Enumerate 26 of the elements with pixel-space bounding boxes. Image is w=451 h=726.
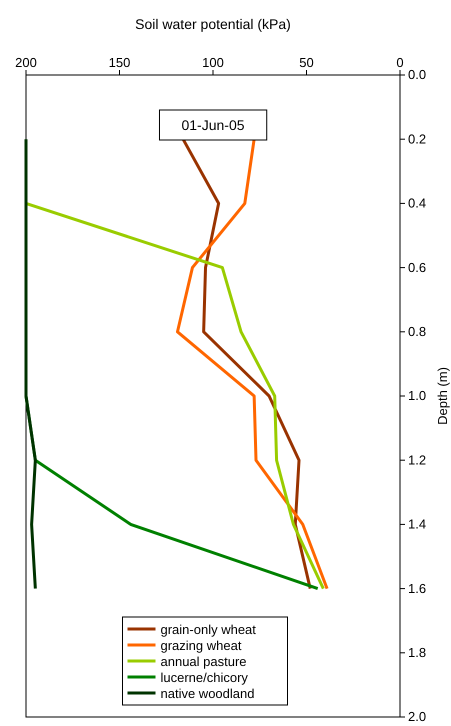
- y-tick-label: 0.4: [408, 196, 426, 211]
- y-tick-label: 1.2: [408, 452, 426, 468]
- legend-label: annual pasture: [160, 654, 247, 669]
- legend-label: lucerne/chicory: [160, 670, 248, 685]
- legend-label: grain-only wheat: [160, 622, 256, 637]
- line-series: [24, 138, 37, 590]
- legend-label: grazing wheat: [160, 638, 242, 653]
- y-tick-label: 1.6: [408, 580, 426, 596]
- y-tick-label: 0.6: [408, 260, 426, 275]
- y-axis-title: Depth (m): [435, 367, 450, 425]
- x-tick-label: 50: [299, 55, 314, 70]
- x-tick-label: 100: [202, 55, 224, 70]
- y-tick-label: 2.0: [408, 709, 426, 724]
- line-series: [24, 202, 325, 590]
- y-tick-label: 0.8: [408, 324, 426, 339]
- y-tick-label: 0.2: [408, 131, 426, 146]
- legend-label: native woodland: [160, 686, 254, 701]
- y-tick-label: 1.4: [408, 516, 426, 532]
- x-axis-title: Soil water potential (kPa): [135, 16, 291, 32]
- y-tick-label: 1.0: [408, 388, 426, 404]
- x-tick-label: 0: [396, 55, 404, 70]
- x-tick-label: 200: [15, 55, 37, 70]
- annotation: 01-Jun-05: [181, 117, 245, 133]
- y-tick-label: 0.0: [408, 67, 426, 82]
- y-tick-label: 1.8: [408, 644, 426, 660]
- x-tick-label: 150: [108, 55, 130, 70]
